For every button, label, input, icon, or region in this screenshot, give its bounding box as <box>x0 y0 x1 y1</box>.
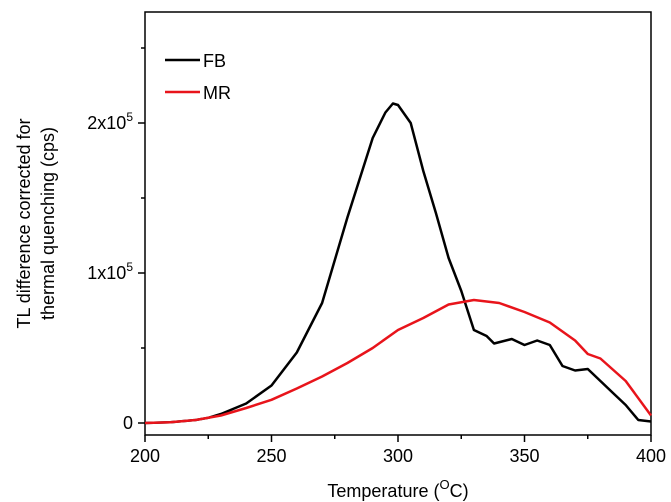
y-axis-label: thermal quenching (cps) <box>38 127 58 320</box>
legend-label: FB <box>203 51 226 71</box>
series-line <box>144 102 652 425</box>
y-tick-label-exponent: 5 <box>126 110 133 124</box>
x-axis-label-text: Temperature ( <box>327 481 439 501</box>
x-tick-label: 250 <box>256 446 286 466</box>
x-tick-label: 200 <box>130 446 160 466</box>
y-axis-label: TL difference corrected for <box>14 118 34 328</box>
x-axis-label-sup: O <box>439 477 449 492</box>
y-tick-label-base: 2x10 <box>87 113 126 133</box>
y-tick-label-exponent: 5 <box>126 260 133 274</box>
y-tick-label-base: 1x10 <box>87 263 126 283</box>
x-axis-label-after: C) <box>450 481 469 501</box>
y-tick-label: 2x105 <box>87 110 133 133</box>
series-line <box>144 298 653 425</box>
x-axis-label: Temperature (OC) <box>327 477 468 501</box>
y-tick-label: 0 <box>123 413 133 433</box>
legend-label: MR <box>203 83 231 103</box>
x-tick-label: 400 <box>636 446 666 466</box>
x-tick-label: 350 <box>509 446 539 466</box>
x-tick-label: 300 <box>383 446 413 466</box>
y-tick-label: 1x105 <box>87 260 133 283</box>
